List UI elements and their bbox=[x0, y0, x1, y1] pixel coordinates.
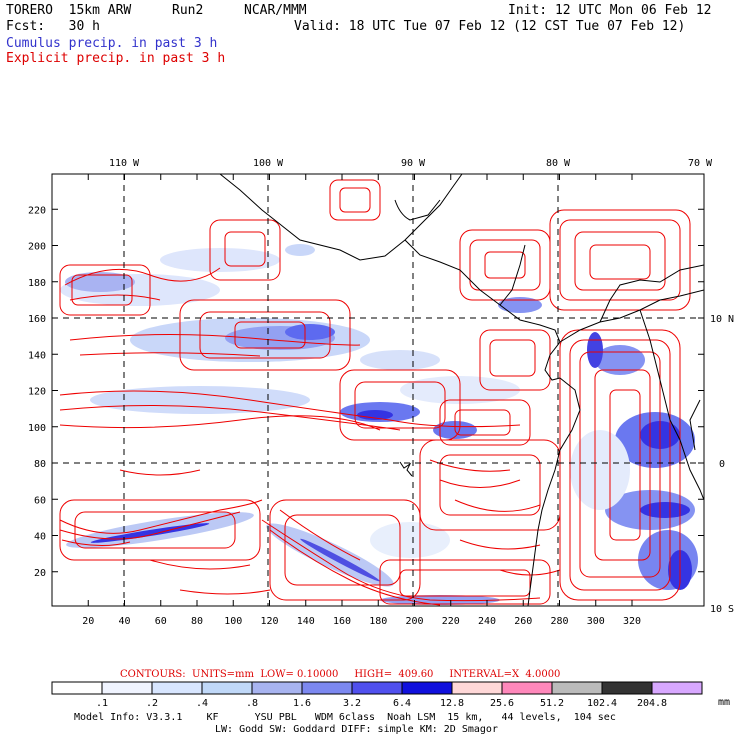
y-tick-label: 200 bbox=[28, 242, 46, 253]
y-tick-label: 80 bbox=[34, 459, 46, 470]
y-tick-label: 220 bbox=[28, 205, 46, 216]
colorbar-label: 102.4 bbox=[587, 698, 617, 709]
colorbar-swatch bbox=[151, 681, 203, 695]
y-tick-label: 60 bbox=[34, 495, 46, 506]
contour-info: CONTOURS: UNITS=mm LOW= 0.10000 HIGH= 40… bbox=[120, 669, 560, 680]
x-tick-label: 60 bbox=[155, 616, 167, 627]
colorbar: .1 .2 .4 .8 1.6 3.2 6.4 12.8 25.6 51.2 102.4 204.8 bbox=[51, 681, 703, 709]
x-tick-label: 140 bbox=[297, 616, 315, 627]
org-label: NCAR/MMM bbox=[244, 3, 307, 18]
explicit-field-label: Explicit precip. in past 3 h bbox=[6, 51, 226, 66]
graticule bbox=[52, 174, 704, 606]
longitude-label: 100 W bbox=[253, 158, 284, 169]
colorbar-label: .2 bbox=[146, 698, 158, 709]
explicit-clusters bbox=[59, 179, 691, 605]
colorbar-swatch bbox=[351, 681, 403, 695]
colorbar-swatch bbox=[651, 681, 703, 695]
latitude-labels: 10 N 0 10 S bbox=[710, 314, 734, 615]
longitude-label: 110 W bbox=[109, 158, 140, 169]
contour-units: UNITS=mm bbox=[192, 669, 255, 680]
physics-info: LW: Godd SW: Goddard DIFF: simple KM: 2D… bbox=[215, 724, 498, 735]
latitude-label: 10 S bbox=[710, 604, 734, 615]
longitude-label: 90 W bbox=[401, 158, 426, 169]
colorbar-units: mm bbox=[718, 697, 730, 708]
x-tick-label: 20 bbox=[82, 616, 94, 627]
x-tick-label: 40 bbox=[118, 616, 130, 627]
x-tick-label: 220 bbox=[442, 616, 460, 627]
x-tick-label: 240 bbox=[478, 616, 496, 627]
x-tick-label: 280 bbox=[550, 616, 568, 627]
x-tick-label: 320 bbox=[623, 616, 641, 627]
colorbar-swatch bbox=[601, 681, 653, 695]
x-tick-label: 300 bbox=[587, 616, 605, 627]
y-tick-label: 120 bbox=[28, 387, 46, 398]
colorbar-swatch bbox=[501, 681, 553, 695]
model-title: TORERO 15km ARW bbox=[6, 3, 132, 18]
colorbar-label: 12.8 bbox=[440, 698, 464, 709]
x-tick-label: 120 bbox=[260, 616, 278, 627]
valid-time: Valid: 18 UTC Tue 07 Feb 12 (12 CST Tue … bbox=[294, 19, 686, 34]
init-time: Init: 12 UTC Mon 06 Feb 12 bbox=[508, 3, 712, 18]
colorbar-label: .1 bbox=[96, 698, 108, 709]
x-tick-label: 160 bbox=[333, 616, 351, 627]
contour-interval: INTERVAL=X 4.0000 bbox=[449, 669, 561, 680]
cumulus-shading bbox=[60, 244, 698, 605]
x-tick-label: 80 bbox=[191, 616, 203, 627]
colorbar-swatch bbox=[101, 681, 153, 695]
x-tick-label: 200 bbox=[405, 616, 423, 627]
x-tick-label: 180 bbox=[369, 616, 387, 627]
latitude-label: 10 N bbox=[710, 314, 734, 325]
y-tick-label: 100 bbox=[28, 423, 46, 434]
longitude-label: 70 W bbox=[688, 158, 713, 169]
cumulus-field-label: Cumulus precip. in past 3 h bbox=[6, 36, 218, 51]
y-tick-label: 20 bbox=[34, 568, 46, 579]
colorbar-swatch bbox=[551, 681, 603, 695]
colorbar-label: .4 bbox=[196, 698, 208, 709]
colorbar-swatch bbox=[51, 681, 103, 695]
colorbar-label: 1.6 bbox=[293, 698, 311, 709]
x-axis-ticks: 20 40 60 80 100 120 140 160 180 200 220 240 260 280 30… bbox=[82, 174, 641, 627]
precip-fields bbox=[59, 174, 704, 606]
coastlines bbox=[219, 174, 704, 606]
explicit-contours bbox=[59, 267, 561, 606]
latitude-label: 0 bbox=[719, 459, 725, 470]
forecast-hour: Fcst: 30 h bbox=[6, 19, 100, 34]
x-tick-label: 100 bbox=[224, 616, 242, 627]
longitude-label: 80 W bbox=[546, 158, 571, 169]
colorbar-swatch bbox=[451, 681, 503, 695]
x-tick-label: 260 bbox=[514, 616, 532, 627]
colorbar-label: 51.2 bbox=[540, 698, 564, 709]
y-tick-label: 40 bbox=[34, 532, 46, 543]
contour-label: CONTOURS: bbox=[120, 669, 186, 680]
colorbar-label: .8 bbox=[246, 698, 258, 709]
colorbar-label: 204.8 bbox=[637, 698, 667, 709]
contour-high: HIGH= 409.60 bbox=[354, 669, 434, 680]
colorbar-swatch bbox=[201, 681, 253, 695]
run-label: Run2 bbox=[172, 3, 204, 18]
colorbar-swatch bbox=[301, 681, 353, 695]
colorbar-swatch bbox=[401, 681, 453, 695]
y-tick-label: 140 bbox=[28, 350, 46, 361]
y-axis-ticks: 20 40 60 80 100 120 140 160 180 200 220 bbox=[28, 205, 704, 579]
y-tick-label: 180 bbox=[28, 278, 46, 289]
colorbar-swatch bbox=[251, 681, 303, 695]
colorbar-label: 6.4 bbox=[393, 698, 411, 709]
contour-low: LOW= 0.10000 bbox=[260, 669, 339, 680]
longitude-labels: 110 W 100 W 90 W 80 W 70 W bbox=[109, 158, 713, 169]
colorbar-label: 25.6 bbox=[490, 698, 514, 709]
y-tick-label: 160 bbox=[28, 314, 46, 325]
colorbar-label: 3.2 bbox=[343, 698, 361, 709]
model-info: Model Info: V3.3.1 KF YSU PBL WDM 6class… bbox=[74, 712, 616, 723]
